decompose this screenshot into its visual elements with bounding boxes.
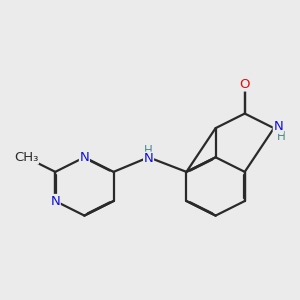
Text: CH₃: CH₃: [14, 151, 38, 164]
Text: N: N: [144, 152, 153, 165]
Text: H: H: [277, 130, 286, 143]
Text: O: O: [239, 78, 250, 91]
Text: N: N: [273, 120, 283, 133]
Text: N: N: [80, 151, 89, 164]
Text: H: H: [144, 143, 153, 157]
Text: N: N: [50, 194, 60, 208]
